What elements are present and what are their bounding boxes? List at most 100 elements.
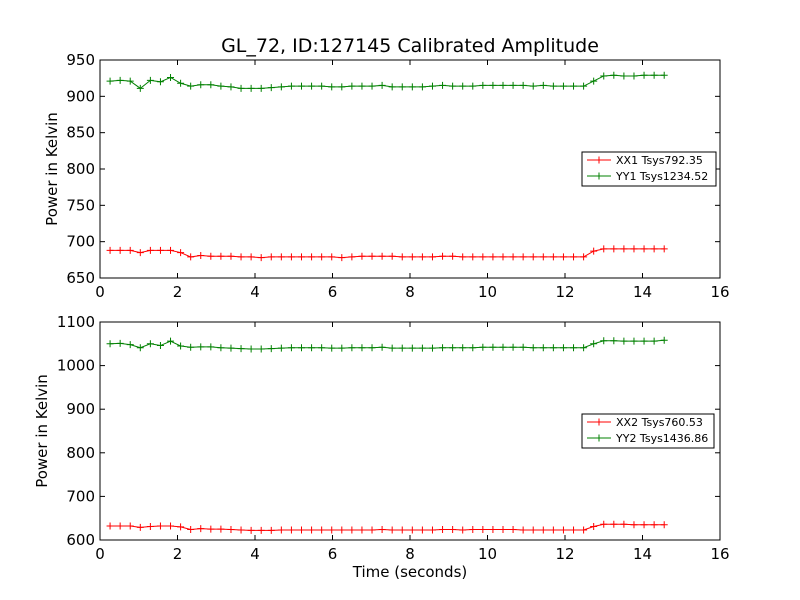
x-tick-label: 2 xyxy=(173,283,183,301)
data-point xyxy=(368,252,376,260)
data-point xyxy=(600,337,608,345)
data-point xyxy=(439,526,447,534)
data-point xyxy=(177,342,185,350)
legend-label: XX1 Tsys792.35 xyxy=(616,154,703,167)
data-point xyxy=(630,72,638,80)
data-point xyxy=(640,71,648,79)
data-point xyxy=(479,343,487,351)
data-point xyxy=(580,82,588,90)
data-point xyxy=(298,82,305,90)
data-point xyxy=(136,344,144,352)
data-point xyxy=(257,345,265,353)
data-point xyxy=(539,81,547,89)
data-point xyxy=(650,337,658,345)
legend-marker xyxy=(595,156,603,164)
y-tick-label: 800 xyxy=(66,160,95,178)
data-point xyxy=(388,83,396,91)
data-point xyxy=(469,253,477,261)
data-point xyxy=(146,340,154,348)
data-point xyxy=(167,73,175,81)
x-tick-label: 12 xyxy=(555,545,574,563)
data-point xyxy=(650,521,658,529)
data-point xyxy=(559,344,567,352)
y-axis-label: Power in Kelvin xyxy=(43,112,61,226)
data-point xyxy=(146,76,154,84)
data-point xyxy=(499,253,507,261)
data-point xyxy=(217,252,225,260)
data-point xyxy=(348,253,356,261)
y-tick-label: 950 xyxy=(66,51,95,69)
data-point xyxy=(398,526,406,534)
data-point xyxy=(227,526,235,534)
legend-label: YY2 Tsys1436.86 xyxy=(615,432,708,445)
data-point xyxy=(459,253,467,261)
data-point xyxy=(318,82,326,90)
data-point xyxy=(338,83,346,91)
data-point xyxy=(570,253,578,261)
data-point xyxy=(580,253,588,261)
data-point xyxy=(600,245,608,253)
data-point xyxy=(247,253,255,261)
data-point xyxy=(146,522,154,530)
data-point xyxy=(126,341,134,349)
data-point xyxy=(549,344,557,352)
data-point xyxy=(600,520,608,528)
data-point xyxy=(580,526,588,534)
data-point xyxy=(469,82,477,90)
data-point xyxy=(358,252,366,260)
data-point xyxy=(398,83,406,91)
legend-label: YY1 Tsys1234.52 xyxy=(615,170,708,183)
x-tick-label: 4 xyxy=(250,283,260,301)
legend-marker xyxy=(595,434,603,442)
data-point xyxy=(328,253,336,261)
y-tick-label: 900 xyxy=(66,87,95,105)
data-point xyxy=(156,78,164,86)
data-point xyxy=(428,344,436,352)
data-point xyxy=(287,526,295,534)
data-point xyxy=(439,252,447,260)
data-point xyxy=(620,245,628,253)
data-point xyxy=(338,254,346,262)
data-point xyxy=(580,344,588,352)
data-point xyxy=(227,83,235,91)
data-point xyxy=(590,340,598,348)
data-point xyxy=(328,344,336,352)
data-point xyxy=(509,343,517,351)
data-point xyxy=(640,337,648,345)
data-point xyxy=(459,526,467,534)
data-point xyxy=(449,252,457,260)
data-point xyxy=(167,337,175,345)
data-point xyxy=(277,83,285,91)
legend-label: XX2 Tsys760.53 xyxy=(616,416,703,429)
legend-marker xyxy=(595,418,603,426)
data-point xyxy=(529,344,537,352)
data-point xyxy=(489,343,497,351)
data-point xyxy=(308,82,316,90)
data-point xyxy=(479,253,487,261)
data-point xyxy=(187,82,195,90)
data-point xyxy=(378,81,386,89)
data-point xyxy=(559,82,567,90)
data-point xyxy=(590,77,598,85)
data-point xyxy=(408,253,416,261)
data-point xyxy=(539,526,547,534)
data-point xyxy=(136,249,144,257)
chart-title: GL_72, ID:127145 Calibrated Amplitude xyxy=(221,35,599,57)
data-point xyxy=(570,82,578,90)
data-point xyxy=(328,83,336,91)
x-tick-label: 12 xyxy=(555,283,574,301)
data-point xyxy=(116,522,124,530)
data-point xyxy=(620,337,628,345)
data-point xyxy=(318,253,326,261)
data-point xyxy=(489,526,497,534)
data-point xyxy=(398,344,406,352)
x-tick-label: 4 xyxy=(250,545,260,563)
data-point xyxy=(338,526,346,534)
data-point xyxy=(660,336,668,344)
y-tick-label: 750 xyxy=(66,196,95,214)
data-point xyxy=(378,526,386,534)
data-point xyxy=(237,345,245,353)
data-point xyxy=(630,245,638,253)
data-point xyxy=(439,81,447,89)
data-point xyxy=(650,71,658,79)
